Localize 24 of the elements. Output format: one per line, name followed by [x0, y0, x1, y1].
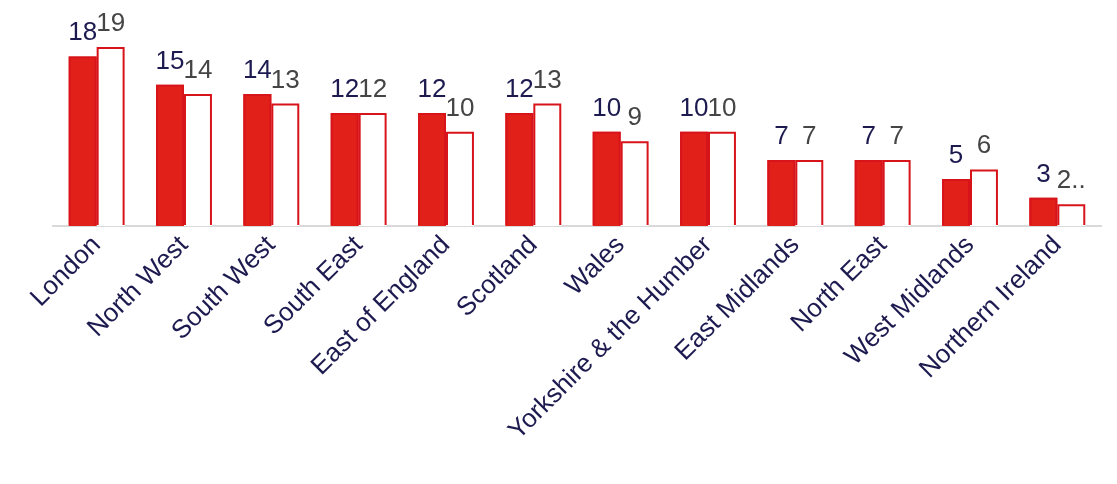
data-label: 13: [532, 63, 562, 94]
data-label: 13: [270, 63, 300, 94]
data-label: 3: [1036, 157, 1051, 188]
data-label: 12: [358, 72, 388, 103]
data-label: 14: [183, 54, 213, 85]
data-label: 19: [96, 7, 126, 37]
data-label: 7: [774, 120, 789, 151]
data-label: 6: [976, 129, 992, 160]
data-label: 10: [707, 91, 737, 122]
data-label: 15: [155, 44, 185, 75]
data-label: 7: [889, 120, 904, 151]
data-label: 18: [68, 16, 98, 47]
data-label: 9: [627, 101, 642, 132]
data-label: 10: [679, 91, 709, 122]
data-label: 12: [330, 72, 360, 103]
data-label: 14: [242, 54, 272, 85]
data-label: 12: [417, 72, 447, 103]
data-label: 10: [592, 91, 622, 122]
data-label: 2..: [1056, 164, 1086, 195]
data-label: 7: [802, 120, 817, 151]
data-label: 7: [861, 120, 876, 151]
data-label: 10: [445, 91, 475, 122]
data-label: 5: [948, 138, 964, 169]
data-label: 12: [504, 72, 534, 103]
